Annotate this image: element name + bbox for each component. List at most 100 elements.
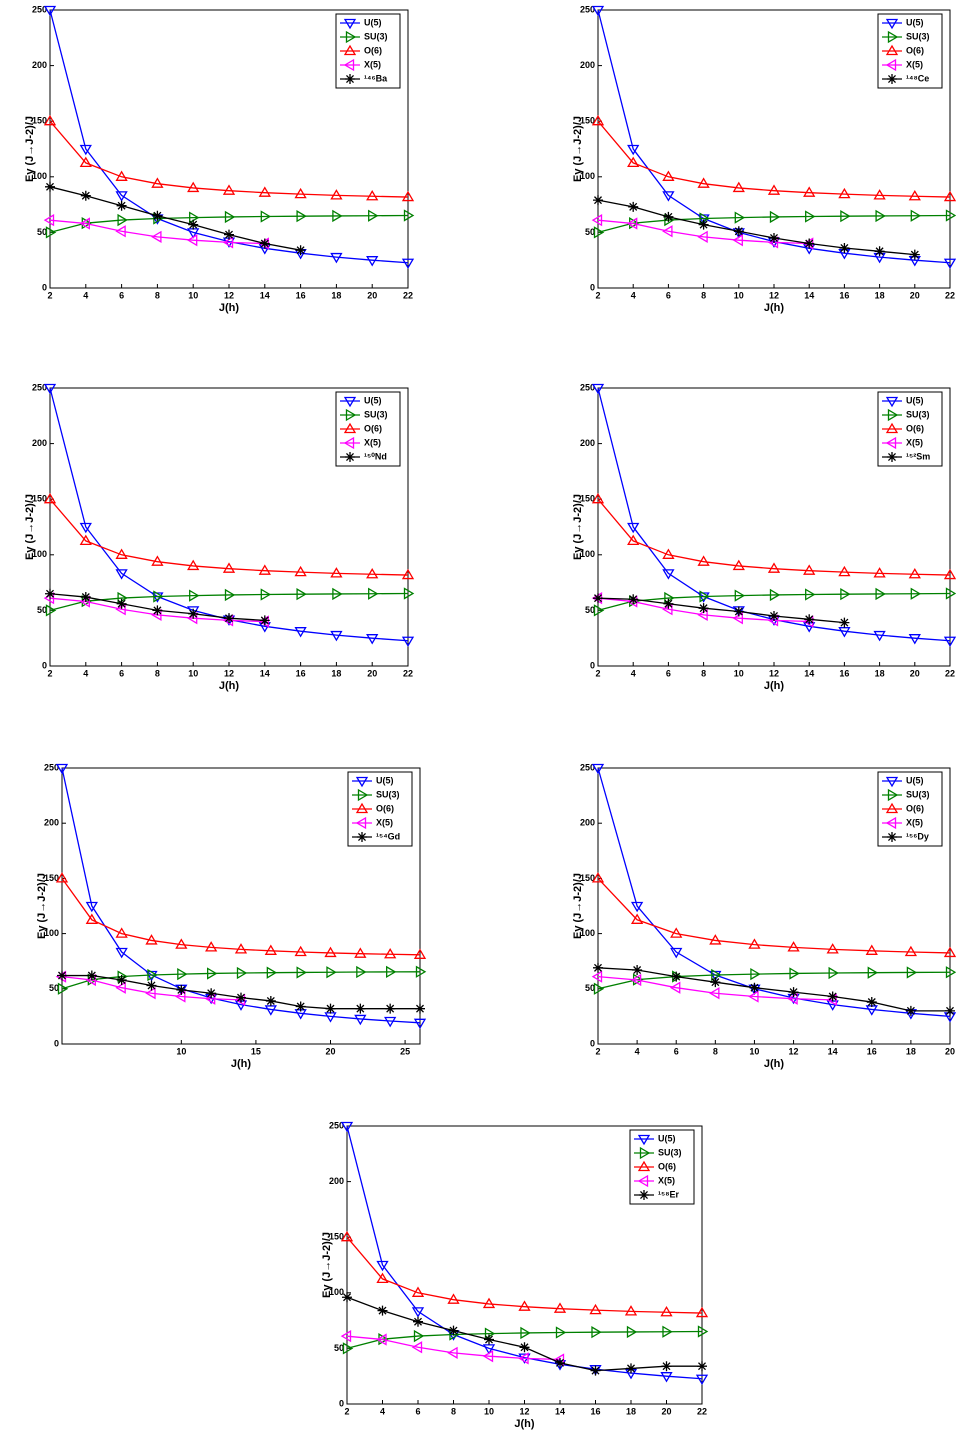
series-line [597, 597, 845, 624]
data-point [695, 1374, 709, 1386]
series-line [49, 186, 301, 251]
data-point [627, 144, 640, 156]
data-point [401, 568, 415, 580]
legend-label: X(5) [364, 437, 381, 447]
data-point [943, 190, 956, 202]
legend-label: X(5) [364, 59, 381, 69]
data-point [697, 555, 710, 566]
y-tick-label: 0 [590, 1038, 595, 1048]
data-point [767, 562, 781, 573]
data-point [591, 763, 605, 775]
legend-marker [637, 1174, 649, 1188]
data-point [401, 190, 415, 202]
data-point [366, 567, 379, 579]
legend-marker [887, 74, 897, 84]
x-tick-label: 8 [155, 668, 160, 678]
data-point [79, 522, 92, 534]
legend-label: SU(3) [906, 789, 930, 799]
data-point [943, 946, 956, 958]
data-point [187, 559, 200, 571]
data-point [115, 603, 126, 616]
y-tick-label: 100 [44, 928, 59, 938]
x-tick-label: 20 [367, 290, 377, 300]
y-tick-label: 0 [54, 1038, 59, 1048]
legend-marker [885, 422, 899, 434]
data-point [945, 966, 956, 979]
legend-label: U(5) [906, 17, 924, 27]
legend-marker [639, 1146, 651, 1160]
data-point [86, 970, 97, 981]
data-point [805, 210, 816, 223]
data-point [663, 211, 674, 222]
data-point [294, 627, 307, 638]
series-line [597, 120, 951, 198]
data-point [590, 1365, 601, 1376]
data-point [838, 565, 851, 577]
data-point [448, 1325, 459, 1336]
data-point [661, 1361, 672, 1372]
legend-label: U(5) [906, 395, 924, 405]
x-tick-label: 25 [400, 1046, 410, 1056]
data-point [260, 588, 272, 601]
data-point [865, 944, 878, 955]
series-line [597, 971, 951, 990]
y-tick-label: 150 [580, 873, 595, 883]
data-point [593, 982, 605, 995]
data-point [43, 114, 57, 126]
data-point [788, 987, 799, 998]
data-point [626, 217, 638, 230]
data-point [366, 634, 379, 645]
data-point [447, 1346, 458, 1359]
legend-marker [885, 776, 899, 788]
data-point [368, 209, 379, 222]
x-tick-label: 20 [910, 290, 920, 300]
data-point [187, 181, 200, 193]
y-tick-label: 150 [32, 494, 47, 504]
x-tick-label: 8 [155, 290, 160, 300]
data-point [117, 591, 128, 605]
x-tick-label: 18 [331, 290, 341, 300]
data-point [234, 943, 248, 954]
data-point [826, 943, 839, 954]
data-point [733, 606, 744, 617]
data-point [204, 992, 216, 1005]
x-tick-label: 10 [188, 668, 198, 678]
data-point [593, 593, 603, 604]
y-axis-label: Eγ (J→J-2)/J [321, 1232, 333, 1298]
data-point [593, 195, 603, 206]
data-point [355, 1003, 366, 1014]
data-point [664, 591, 675, 605]
x-tick-label: 6 [674, 1046, 679, 1056]
data-point [484, 1327, 496, 1340]
data-point [265, 995, 276, 1006]
legend-label: SU(3) [364, 31, 388, 41]
data-point [591, 872, 605, 883]
legend-marker [343, 436, 355, 450]
x-tick-label: 14 [260, 290, 270, 300]
data-point [732, 559, 745, 571]
data-point [45, 604, 57, 617]
data-point [295, 1001, 306, 1012]
data-point [330, 252, 343, 264]
y-tick-label: 250 [580, 762, 595, 772]
data-point [45, 226, 57, 239]
data-point [259, 615, 270, 626]
data-point [151, 230, 162, 243]
data-point [769, 610, 779, 621]
legend-marker [355, 776, 369, 788]
data-point [670, 947, 683, 959]
x-tick-label: 20 [367, 668, 377, 678]
y-tick-label: 50 [37, 605, 47, 615]
x-tick-label: 20 [945, 1046, 955, 1056]
data-point [767, 614, 779, 627]
data-point [55, 872, 69, 883]
data-point [628, 201, 639, 212]
x-tick-label: 4 [83, 668, 88, 678]
data-point [236, 966, 248, 980]
y-axis-label: Eγ (J→J-2)/J [572, 494, 584, 560]
legend-marker [887, 788, 899, 802]
data-point [750, 967, 761, 981]
series-line [597, 877, 951, 954]
data-point [224, 588, 236, 602]
legend-marker [345, 452, 355, 462]
